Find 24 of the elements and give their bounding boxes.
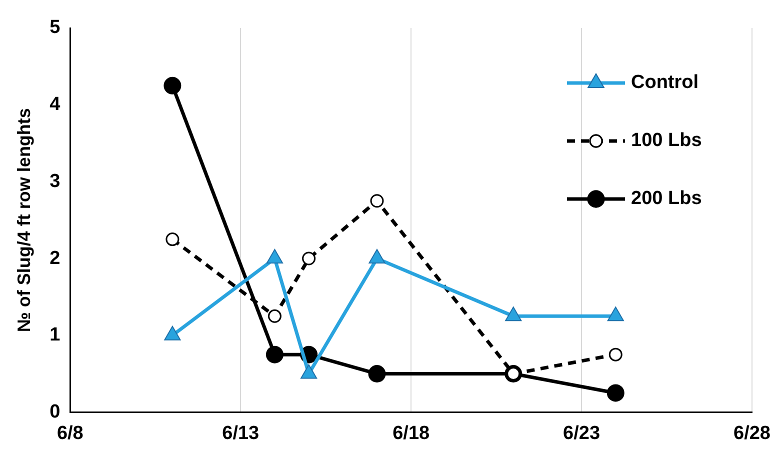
legend-label: Control: [631, 72, 699, 94]
y-tick-label: 4: [50, 94, 61, 116]
x-tick-label: 6/18: [392, 422, 430, 444]
point: [608, 348, 622, 362]
y-tick-label: 0: [50, 401, 60, 422]
point: [368, 365, 386, 383]
y-tick-label: 3: [50, 170, 60, 192]
point: [268, 309, 282, 323]
y-tick-label: 5: [50, 17, 61, 38]
point: [302, 252, 316, 266]
x-tick-label: 6/23: [563, 422, 600, 444]
y-axis-title: № of Slug/4 ft row lenghts: [14, 108, 34, 332]
legend-label: 200 Lbs: [631, 188, 702, 210]
x-tick-label: 6/13: [222, 422, 260, 444]
y-tick-label: 2: [50, 248, 60, 269]
point: [370, 194, 384, 208]
x-tick-label: 6/28: [734, 422, 770, 444]
point: [606, 384, 624, 402]
point: [266, 346, 284, 364]
y-tick-label: 1: [50, 324, 61, 346]
x-tick-label: 6/8: [56, 422, 84, 444]
point: [166, 232, 180, 246]
legend-label: 100 Lbs: [631, 130, 702, 152]
point: [164, 76, 182, 94]
